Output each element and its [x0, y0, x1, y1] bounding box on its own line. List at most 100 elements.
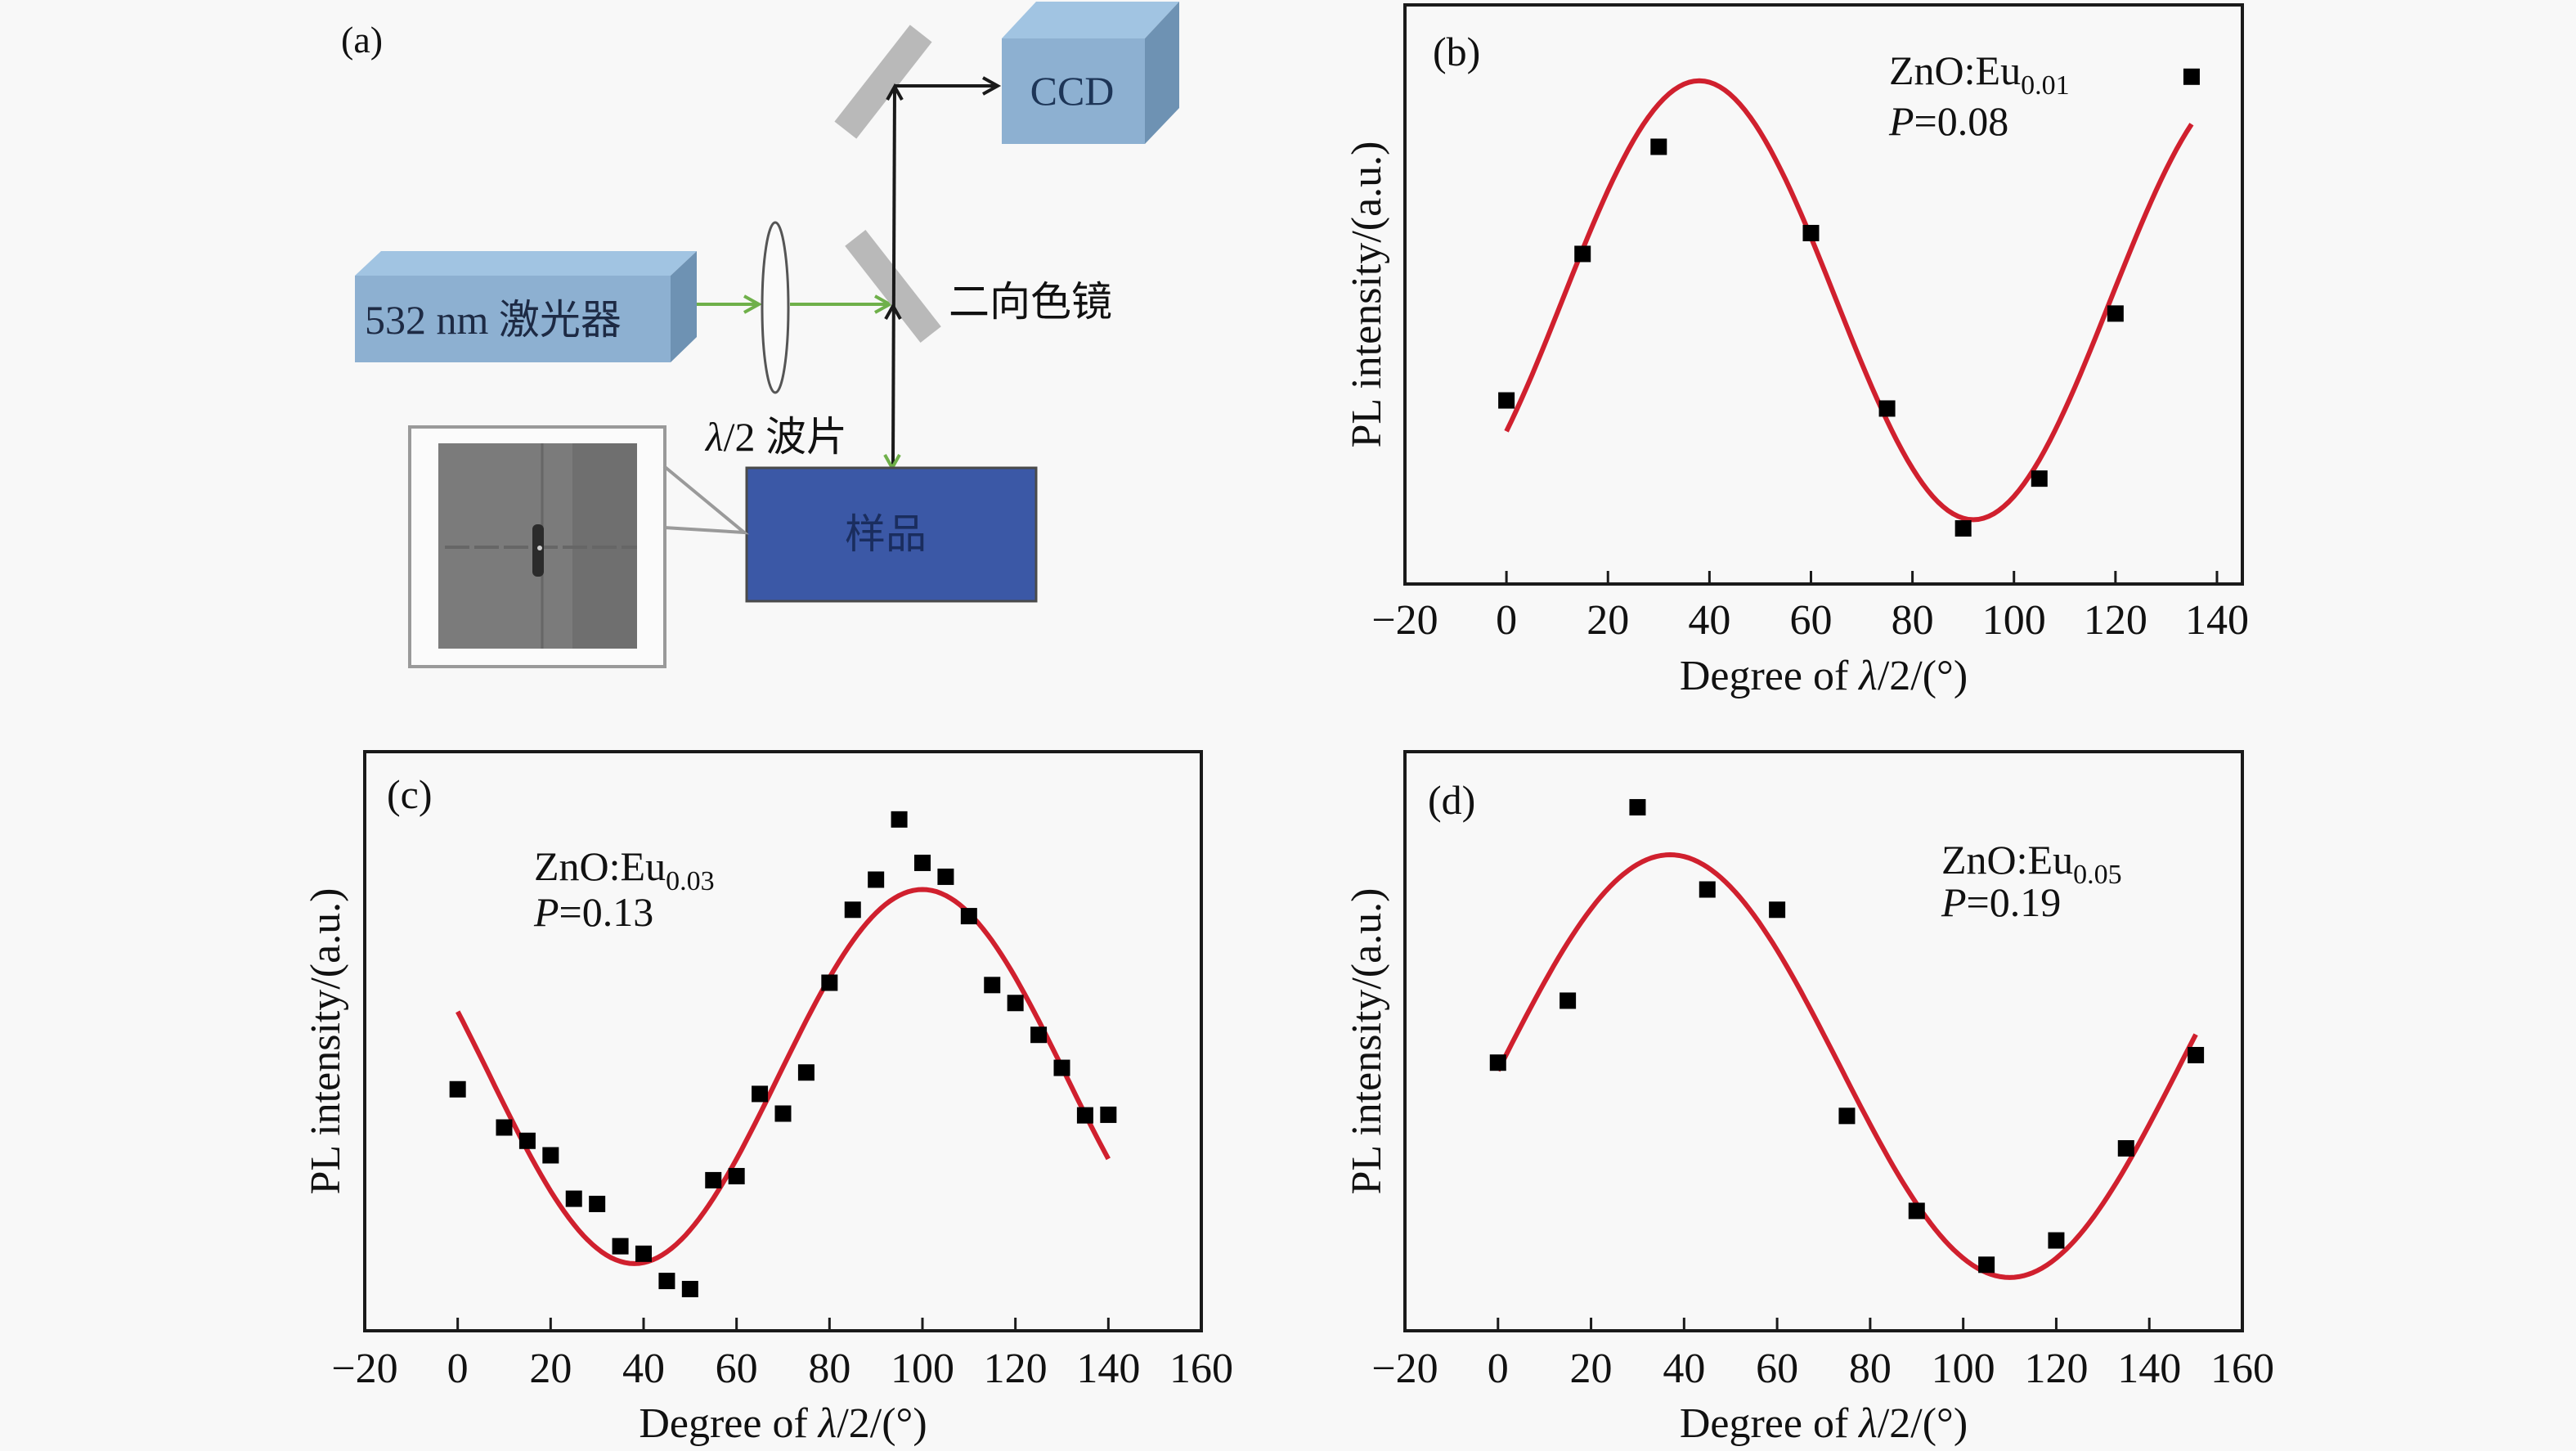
y-axis-label: PL intensity/(a.u.)	[1344, 141, 1390, 447]
x-axis-label: Degree of λ/2/(°)	[639, 1400, 927, 1447]
ccd-camera-box: CCD	[1002, 2, 1179, 144]
x-tick-label: 140	[1076, 1345, 1140, 1392]
x-tick-label: −20	[1371, 597, 1438, 644]
laser-box: 532 nm 激光器	[355, 251, 697, 362]
y-axis-label: PL intensity/(a.u.)	[303, 887, 349, 1194]
data-point	[914, 854, 931, 871]
panel-label: (d)	[1428, 777, 1475, 823]
annotation-subscript: 0.01	[2021, 70, 2070, 101]
x-tick-label: 120	[2024, 1345, 2088, 1392]
sample-annotation: ZnO:Eu0.01	[1889, 47, 2070, 101]
data-point	[960, 908, 977, 925]
x-tick-label: 0	[447, 1345, 469, 1392]
x-tick-label: −20	[1371, 1345, 1438, 1392]
data-point	[774, 1105, 792, 1122]
data-point	[565, 1190, 582, 1207]
data-point	[635, 1245, 652, 1262]
x-tick-label: 0	[1488, 1345, 1509, 1392]
data-point	[1908, 1202, 1925, 1220]
data-point	[728, 1167, 745, 1184]
x-tick-label: 100	[1982, 597, 2046, 644]
x-tick-label: 100	[1932, 1345, 1995, 1392]
x-tick-label: 140	[2185, 597, 2249, 644]
x-tick-label: 40	[1688, 597, 1730, 644]
annotation-material: ZnO:Eu	[1941, 837, 2073, 883]
data-point	[2031, 470, 2048, 487]
x-tick-label: −20	[331, 1345, 397, 1392]
data-point	[891, 811, 908, 828]
sample-inset	[408, 425, 750, 668]
sample-annotation: ZnO:Eu0.05	[1941, 837, 2122, 890]
data-point	[1629, 798, 1646, 815]
excitation-beam	[697, 294, 894, 314]
annotation-p-symbol: P	[533, 889, 559, 935]
data-point	[844, 901, 861, 919]
data-point	[1053, 1059, 1070, 1076]
data-point	[518, 1132, 536, 1149]
data-point	[1650, 138, 1667, 155]
x-tick-label: 120	[984, 1345, 1048, 1392]
data-point	[1802, 224, 1820, 241]
x-axis-label-prefix: Degree of	[639, 1400, 818, 1447]
polarization-annotation: P=0.13	[533, 889, 653, 935]
ccd-top-face	[1002, 2, 1179, 38]
x-axis-label-lambda: λ	[1857, 1400, 1878, 1447]
data-point	[612, 1238, 629, 1255]
data-point	[2188, 1046, 2205, 1063]
x-tick-label: 120	[2084, 597, 2147, 644]
x-axis-label: Degree of λ/2/(°)	[1680, 653, 1968, 699]
x-tick-label: 20	[1570, 1345, 1613, 1392]
plot-frame	[1403, 750, 2244, 1332]
inset-laser-spot	[537, 546, 542, 550]
data-point	[1954, 520, 1972, 537]
plot-frame	[363, 750, 1203, 1332]
x-tick-label: 60	[716, 1345, 758, 1392]
annotation-p-value: =0.08	[1914, 98, 2009, 144]
panel-a-label: (a)	[341, 19, 383, 61]
panel-a-setup: (a) CCD 532 nm 激光器	[341, 2, 1179, 668]
annotation-subscript: 0.05	[2073, 860, 2122, 890]
chart-panel-c: −20 0 20 40 60 80 100 120 140 160 Degree of λ/2/(°…	[303, 750, 1233, 1447]
data-point	[681, 1281, 698, 1298]
beam-arrowhead-up-1	[884, 302, 902, 320]
ccd-label: CCD	[1030, 68, 1115, 114]
data-point	[937, 868, 954, 885]
half-wave-plate	[761, 221, 790, 394]
fit-curve	[1496, 852, 2198, 1280]
data-point	[496, 1119, 513, 1136]
waveplate-label-lambda: λ	[704, 414, 724, 460]
polarization-annotation: P=0.08	[1888, 98, 2008, 144]
chart-panel-d: −20 0 20 40 60 80 100 120 140 160 Degree of λ/2/(°…	[1344, 750, 2274, 1447]
x-axis-label-suffix: /2/(°)	[837, 1400, 927, 1447]
annotation-subscript: 0.03	[666, 866, 715, 896]
sample-rect	[745, 466, 1038, 603]
data-point	[868, 871, 885, 888]
x-tick-label: 40	[622, 1345, 665, 1392]
data-point	[1699, 881, 1716, 898]
upper-mirror	[834, 25, 932, 139]
data-point	[658, 1273, 675, 1290]
fit-curve	[1504, 78, 2194, 523]
data-point	[1769, 901, 1786, 919]
data-point	[1838, 1107, 1856, 1125]
x-tick-label: 60	[1789, 597, 1832, 644]
ccd-front-face	[1002, 38, 1145, 144]
inset-nanorod	[532, 524, 544, 577]
x-tick-label: 100	[891, 1345, 954, 1392]
data-point	[1498, 392, 1515, 409]
polarization-annotation: P=0.19	[1941, 879, 2061, 925]
annotation-p-symbol: P	[1888, 98, 1914, 144]
x-axis-label: Degree of λ/2/(°)	[1680, 1400, 1968, 1447]
data-point	[2117, 1139, 2134, 1157]
laser-top-face	[355, 251, 697, 276]
x-tick-label: 140	[2117, 1345, 2181, 1392]
annotation-p-value: =0.13	[559, 889, 654, 935]
sample-annotation: ZnO:Eu0.03	[534, 843, 715, 896]
x-tick-label: 80	[1892, 597, 1934, 644]
emission-beam	[884, 76, 1002, 465]
data-point	[797, 1064, 815, 1081]
data-point	[542, 1147, 559, 1164]
x-tick-label: 160	[2210, 1345, 2274, 1392]
data-point	[821, 974, 838, 991]
